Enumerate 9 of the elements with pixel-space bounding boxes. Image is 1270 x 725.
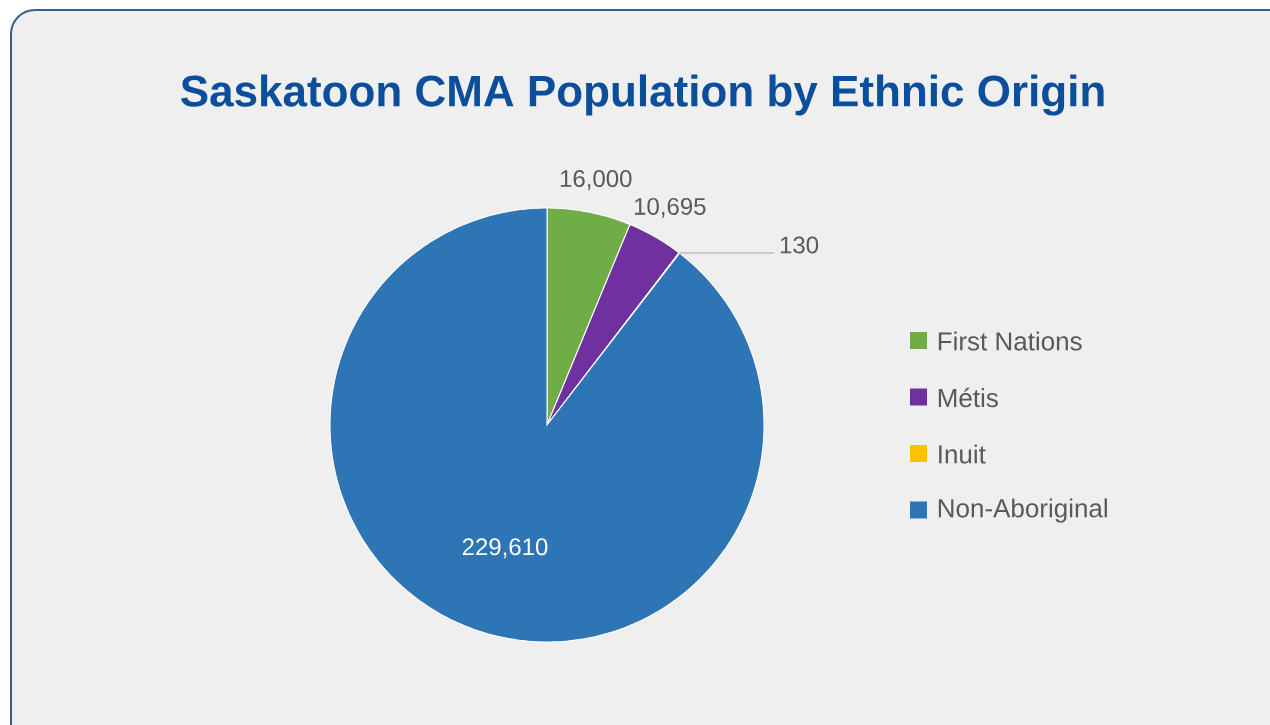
legend-label: Métis — [938, 387, 998, 408]
legend-label: Inuit — [939, 444, 986, 464]
data-label: 10,695 — [634, 197, 706, 218]
data-label: 16,000 — [560, 170, 632, 190]
legend-label: First Nations — [938, 331, 1082, 351]
data-label: 229,610 — [462, 538, 548, 559]
data-label: 130 — [780, 236, 819, 254]
chart-title: Saskatoon CMA Population by Ethnic Origin — [181, 74, 1104, 116]
legend-label: Non-Aboriginal — [938, 498, 1107, 523]
